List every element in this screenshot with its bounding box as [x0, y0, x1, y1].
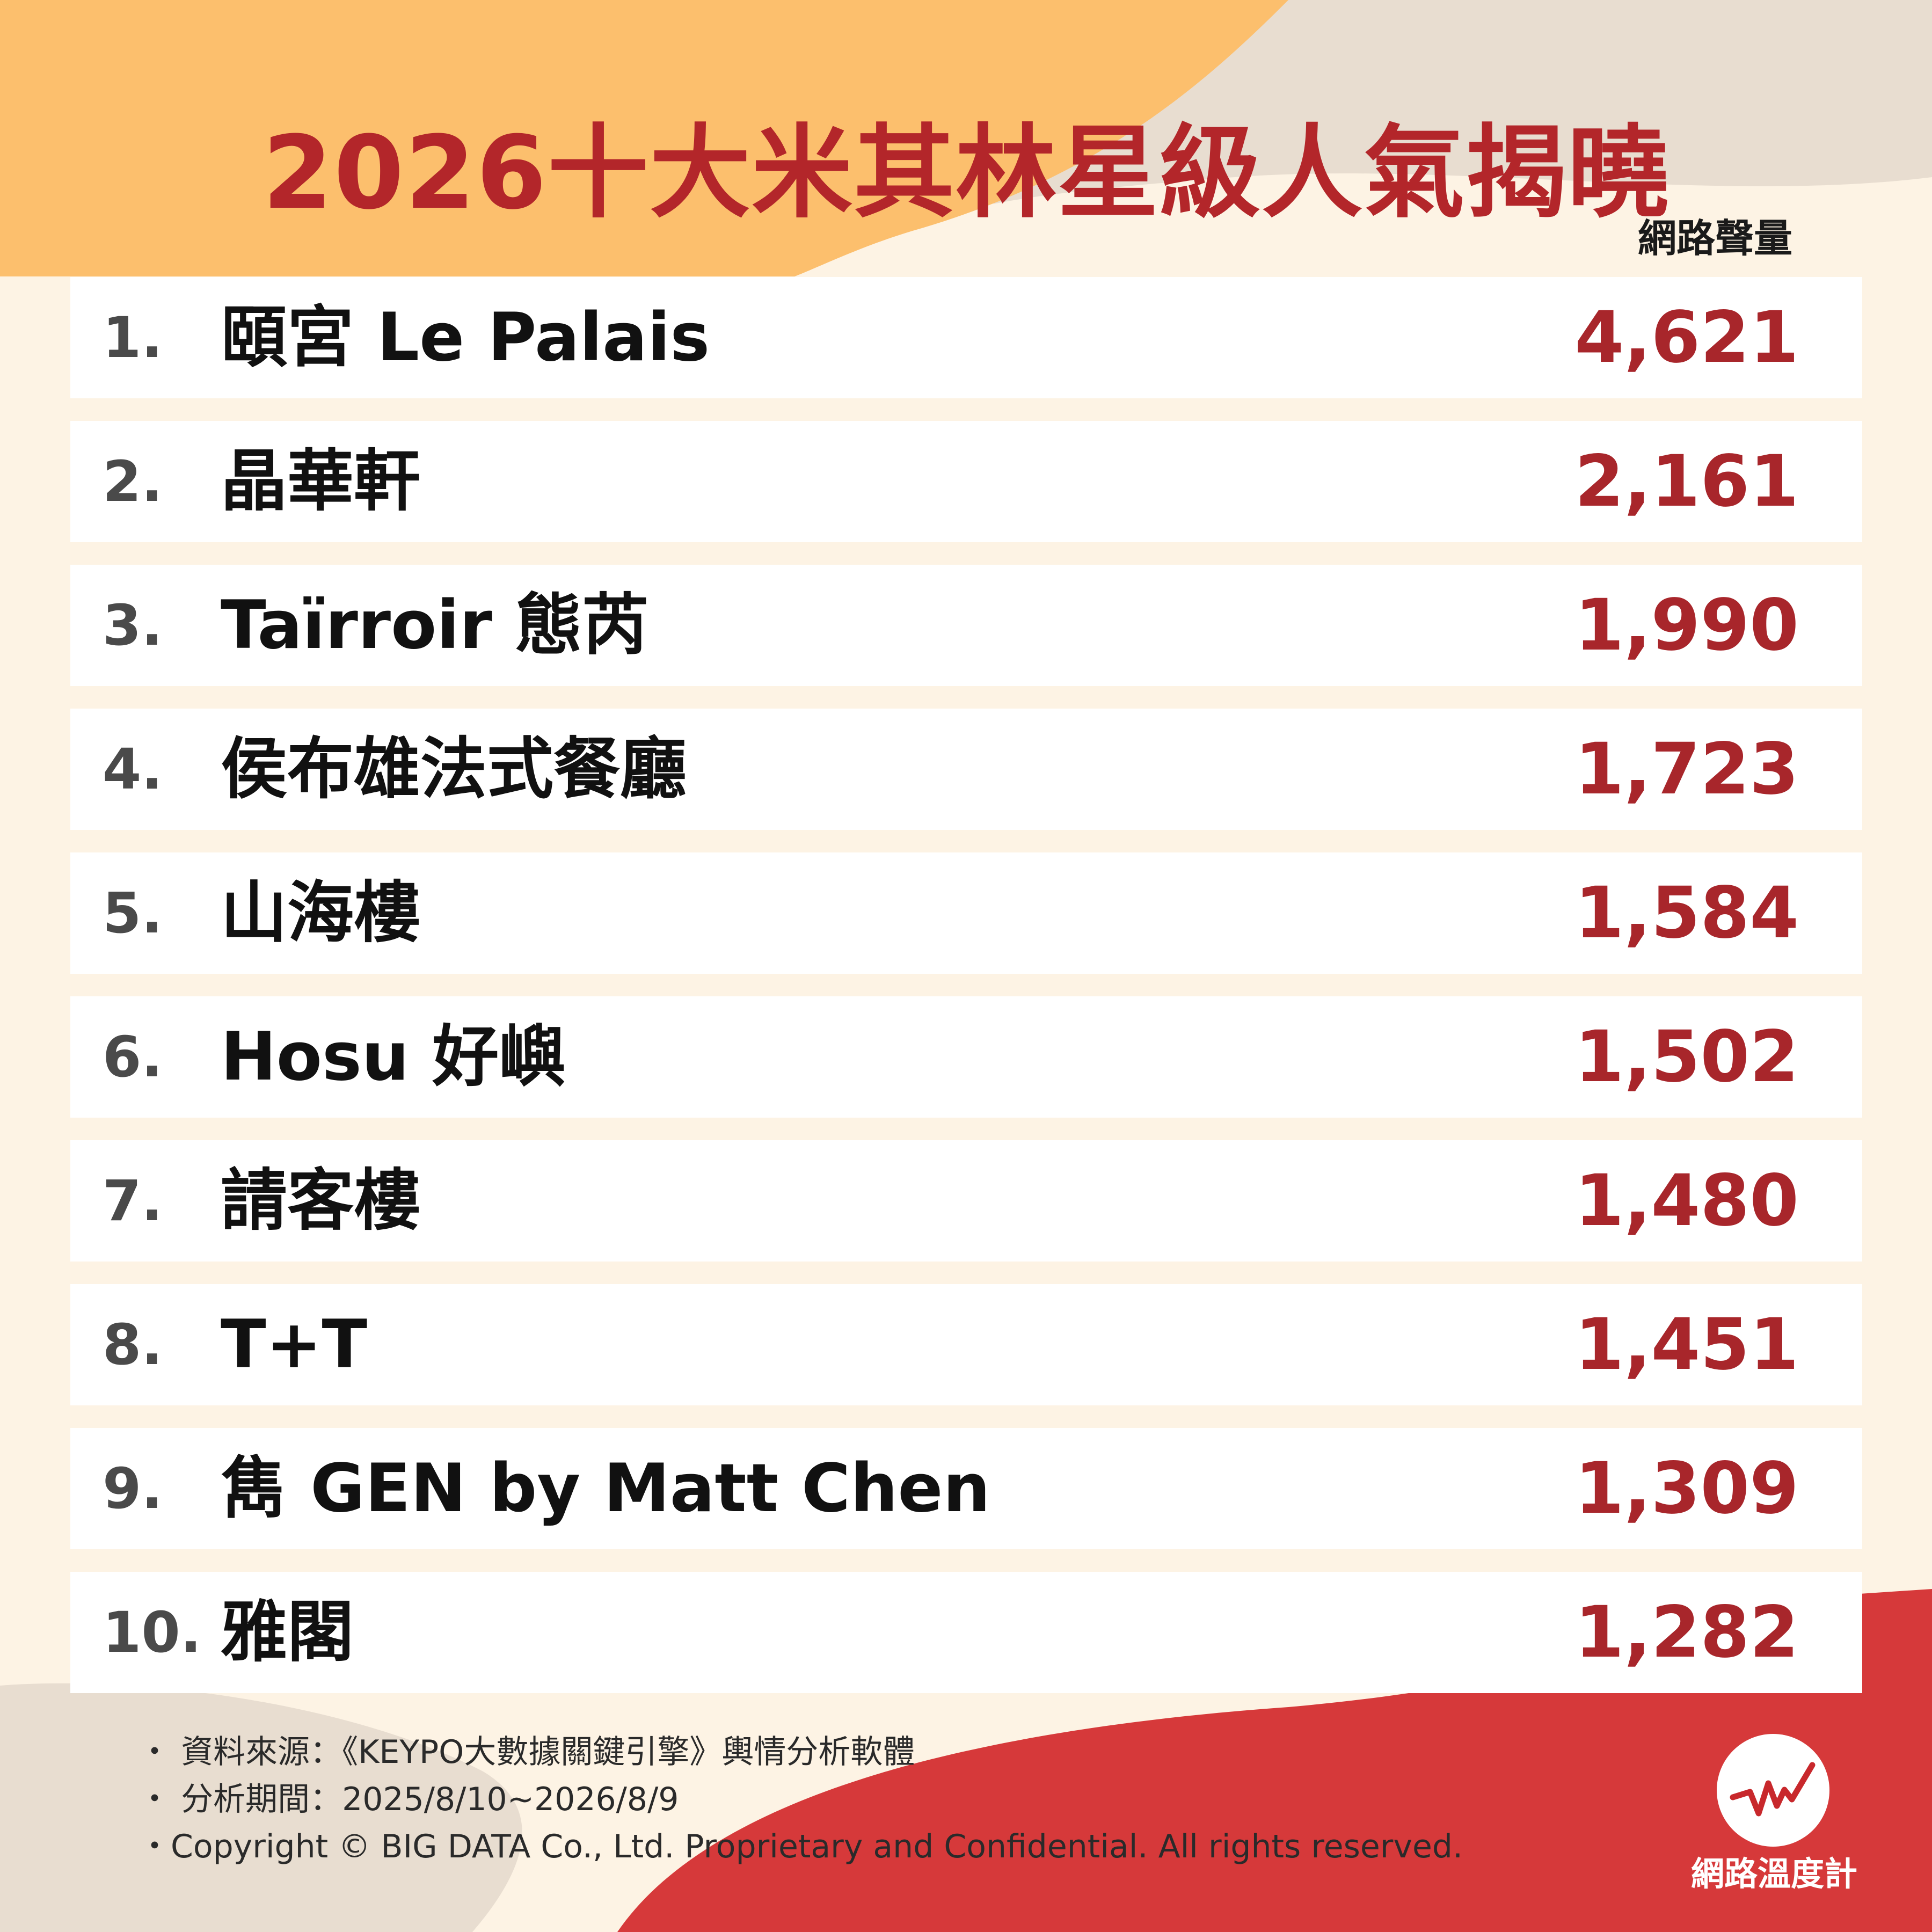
- source-note: ・ 資料來源：《KEYPO大數據關鍵引擎》輿情分析軟體: [138, 1733, 915, 1771]
- volume-value: 1,990: [1574, 584, 1799, 667]
- volume-value: 1,309: [1574, 1447, 1799, 1530]
- restaurant-name: 晶華軒: [221, 443, 421, 520]
- rank-label: 1.: [103, 305, 163, 370]
- restaurant-name: 請客樓: [221, 1162, 421, 1240]
- restaurant-name: T+T: [221, 1306, 368, 1383]
- rank-label: 9.: [103, 1456, 163, 1521]
- restaurant-name: 頤宮 Le Palais: [221, 299, 710, 376]
- value-column-header: 網路聲量: [1637, 216, 1792, 261]
- restaurant-name: Hosu 好嶼: [221, 1018, 566, 1096]
- table-row: 5. 山海樓 1,584: [70, 852, 1862, 974]
- restaurant-name: 雅閣: [221, 1594, 354, 1671]
- period-note: ・ 分析期間：2025/8/10~2026/8/9: [138, 1781, 679, 1818]
- restaurant-name: 雋 GEN by Matt Chen: [221, 1450, 990, 1527]
- table-row: 8. T+T 1,451: [70, 1284, 1862, 1405]
- table-row: 1. 頤宮 Le Palais 4,621: [70, 277, 1862, 398]
- restaurant-name: 山海樓: [221, 874, 421, 952]
- restaurant-name: Taïrroir 態芮: [221, 587, 649, 664]
- pulse-line-icon: [1730, 1762, 1816, 1817]
- volume-value: 1,584: [1574, 872, 1799, 954]
- volume-value: 1,723: [1574, 728, 1799, 811]
- rank-label: 7.: [103, 1168, 163, 1234]
- restaurant-name: 侯布雄法式餐廳: [221, 731, 687, 808]
- brand-logo: [1717, 1734, 1829, 1847]
- volume-value: 1,502: [1574, 1016, 1799, 1098]
- table-row: 10. 雅閣 1,282: [70, 1572, 1862, 1693]
- table-row: 2. 晶華軒 2,161: [70, 421, 1862, 542]
- rank-label: 8.: [103, 1312, 163, 1377]
- volume-value: 2,161: [1574, 440, 1799, 523]
- rank-label: 5.: [103, 880, 163, 946]
- rank-label: 3.: [103, 593, 163, 658]
- chart-title: 2026十大米其林星級人氣揭曉: [262, 114, 1670, 232]
- volume-value: 4,621: [1574, 296, 1799, 379]
- volume-value: 1,282: [1574, 1591, 1799, 1674]
- table-row: 6. Hosu 好嶼 1,502: [70, 996, 1862, 1118]
- rank-label: 2.: [103, 449, 163, 514]
- rank-label: 6.: [103, 1024, 163, 1090]
- footer-notes: ・ 資料來源：《KEYPO大數據關鍵引擎》輿情分析軟體 ・ 分析期間：2025/…: [138, 1729, 1463, 1870]
- volume-value: 1,480: [1574, 1160, 1799, 1242]
- rank-label: 4.: [103, 737, 163, 802]
- table-row: 3. Taïrroir 態芮 1,990: [70, 565, 1862, 686]
- brand-name: 網路溫度計: [1690, 1854, 1857, 1893]
- table-row: 7. 請客樓 1,480: [70, 1140, 1862, 1262]
- volume-value: 1,451: [1574, 1303, 1799, 1386]
- table-row: 4. 侯布雄法式餐廳 1,723: [70, 709, 1862, 830]
- table-row: 9. 雋 GEN by Matt Chen 1,309: [70, 1428, 1862, 1549]
- rank-label: 10.: [103, 1600, 202, 1665]
- copyright-note: ・Copyright © BIG DATA Co., Ltd. Propriet…: [138, 1828, 1463, 1865]
